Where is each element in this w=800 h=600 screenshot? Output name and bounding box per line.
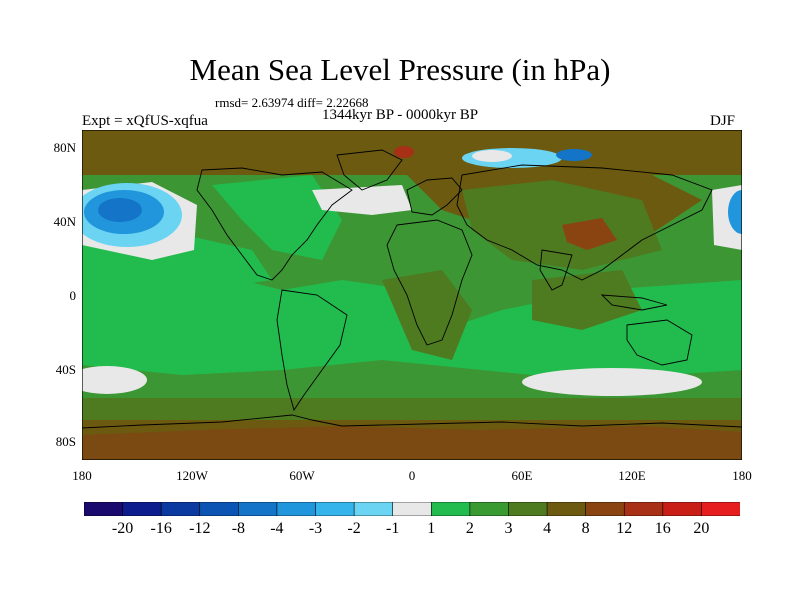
colorbar-label: 1 (427, 520, 436, 537)
colorbar-label: -1 (386, 520, 400, 537)
field-npacific-core (98, 198, 142, 222)
lon-tick-120e: 120E (618, 468, 646, 483)
colorbar-swatch (469, 502, 510, 516)
coast-south-america (276, 289, 348, 412)
lon-tick-60e: 60E (511, 468, 533, 483)
colorbar-label: 12 (616, 520, 633, 537)
coast-australia (626, 319, 693, 366)
colorbar (84, 502, 740, 516)
coast-india (539, 249, 573, 291)
colorbar-swatch (238, 502, 278, 516)
coast-antarctica (82, 414, 742, 429)
field-arctic-blue (556, 149, 592, 161)
lat-tick-80s: 80S (55, 434, 76, 449)
field-tibet-brown (562, 218, 617, 250)
pressure-map (82, 130, 742, 460)
lon-tick-180w: 180 (72, 468, 92, 483)
colorbar-swatch (662, 502, 703, 516)
colorbar-swatch (701, 502, 740, 516)
colorbar-swatch (122, 502, 162, 516)
lat-tick-0: 0 (69, 288, 77, 303)
lon-tick-180e: 180 (732, 468, 752, 483)
colorbar-swatch (160, 502, 201, 516)
period-label: 1344kyr BP - 0000kyr BP (322, 107, 479, 123)
colorbar-label: -12 (189, 520, 211, 537)
field-wrap-cyan (728, 190, 742, 234)
coast-africa (386, 219, 473, 346)
field-natlantic (312, 185, 412, 215)
field-arctic-red (394, 146, 414, 158)
coast-indonesia (600, 294, 668, 311)
field-namerica-olive (212, 175, 342, 260)
colorbar-label: -3 (308, 520, 323, 537)
colorbar-label: 8 (581, 520, 590, 537)
lon-tick-60w: 60W (289, 468, 315, 483)
colorbar-swatch (430, 502, 471, 516)
colorbar-swatch (623, 502, 664, 516)
colorbar-swatch (315, 502, 355, 516)
colorbar-label: -4 (270, 520, 284, 537)
colorbar-label: 2 (465, 520, 474, 537)
colorbar-swatch (353, 502, 394, 516)
field-africa-olive (382, 270, 472, 360)
coast-north-america (196, 167, 353, 281)
colorbar-label: 16 (654, 520, 671, 537)
lon-tick-120w: 120W (176, 468, 208, 483)
coast-europe (406, 177, 463, 216)
colorbar-label: 20 (693, 520, 710, 537)
field-arctic-light (472, 150, 512, 162)
field-southern-ocean (82, 398, 742, 420)
experiment-label: Expt = xQfUS-xqfua (82, 113, 208, 129)
colorbar-label: -20 (111, 520, 134, 537)
coastlines (82, 149, 742, 429)
lat-tick-40n: 40N (53, 214, 76, 229)
field-spacific-white (82, 366, 147, 394)
season-label: DJF (710, 113, 736, 129)
colorbar-label: -16 (150, 520, 172, 537)
lat-tick-80n: 80N (53, 140, 76, 155)
colorbar-swatch (84, 502, 124, 516)
field-india (532, 270, 642, 330)
colorbar-label: 4 (543, 520, 552, 537)
coast-greenland (336, 149, 403, 191)
colorbar-swatch (392, 502, 432, 516)
plot-title: Mean Sea Level Pressure (in hPa) (189, 52, 611, 87)
colorbar-swatch (585, 502, 625, 516)
colorbar-swatch (508, 502, 548, 516)
colorbar-swatch (546, 502, 587, 516)
lat-tick-40s: 40S (55, 362, 76, 377)
colorbar-label: -2 (347, 520, 361, 537)
colorbar-label: 3 (504, 520, 513, 537)
lon-tick-0: 0 (408, 468, 416, 483)
colorbar-swatch (199, 502, 239, 516)
colorbar-label: -8 (231, 520, 246, 537)
stats-label: rmsd= 2.63974 diff= 2.22668 (215, 95, 369, 110)
coast-asia (456, 164, 713, 281)
field-sindian-white (522, 368, 702, 396)
colorbar-swatch (276, 502, 317, 516)
field-antarctic-deep (82, 426, 742, 460)
